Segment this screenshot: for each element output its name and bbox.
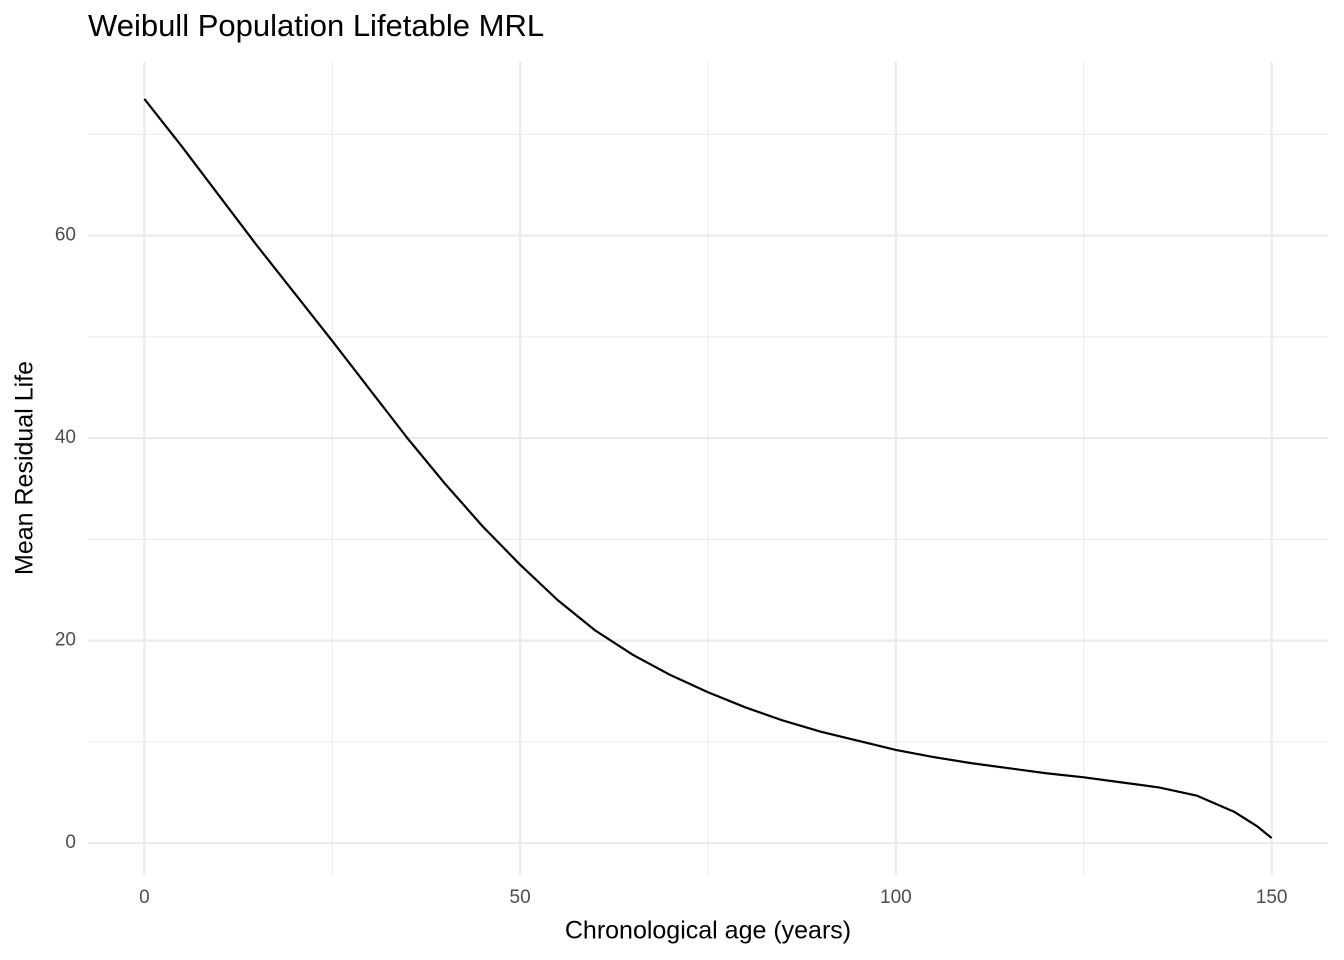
y-tick-label: 60	[55, 225, 76, 246]
chart-title: Weibull Population Lifetable MRL	[88, 8, 544, 43]
x-axis-label: Chronological age (years)	[565, 917, 851, 945]
x-tick-label: 0	[139, 887, 150, 908]
line	[143, 98, 1273, 839]
y-axis-label: Mean Residual Life	[11, 361, 39, 575]
y-tick-label: 20	[55, 630, 76, 651]
x-tick-label: 100	[880, 887, 912, 908]
x-tick-label: 50	[510, 887, 531, 908]
y-tick-label: 40	[55, 427, 76, 448]
y-tick-label: 0	[65, 832, 76, 853]
x-tick-label: 150	[1256, 887, 1288, 908]
